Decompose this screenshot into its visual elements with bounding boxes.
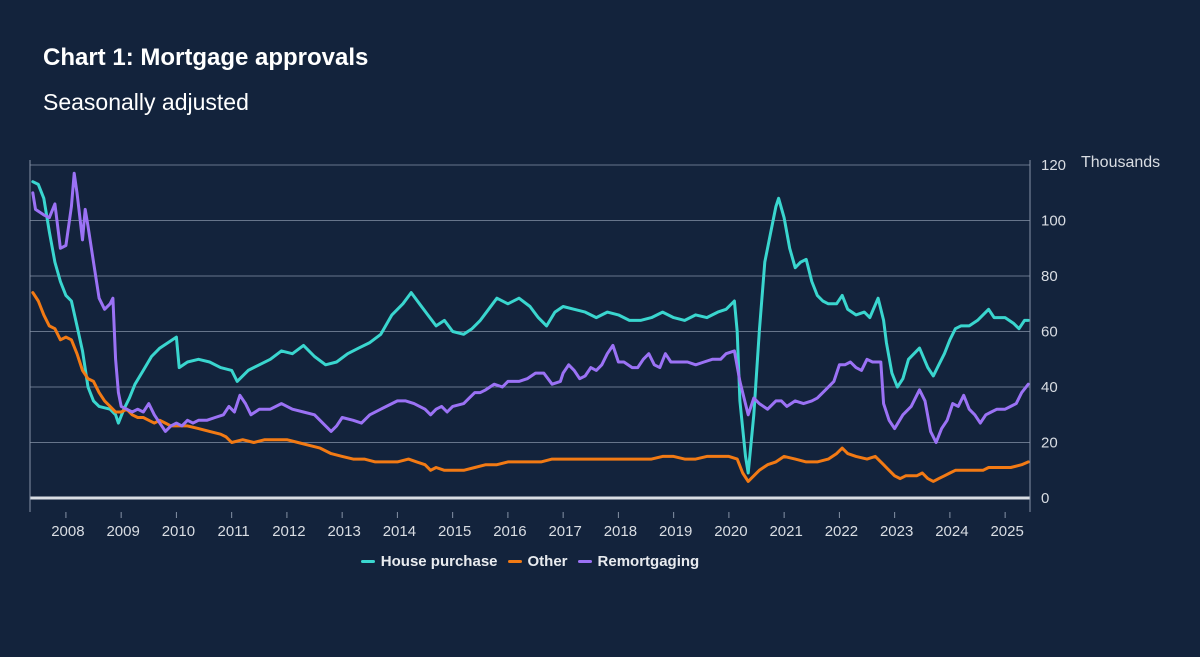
legend-label-remortgaging: Remortgaging <box>597 553 700 570</box>
x-tick-label: 2021 <box>769 523 802 540</box>
x-tick-label: 2024 <box>935 523 968 540</box>
series-line-other <box>31 291 1030 483</box>
axes: 0 20 40 60 80 100 120 Thousands 2008 2009 2010 2011… <box>29 154 1160 540</box>
y-tick-label: 20 <box>1041 435 1058 452</box>
x-tick-label: 2009 <box>106 523 139 540</box>
legend-swatch-other <box>507 560 522 563</box>
chart-subtitle: Seasonally adjusted <box>43 89 249 115</box>
x-tick-label: 2010 <box>162 523 195 540</box>
legend-label-house-purchase: House purchase <box>380 553 498 570</box>
legend-item-remortgaging[interactable]: Remortgaging <box>577 553 700 570</box>
chart-title: Chart 1: Mortgage approvals <box>43 44 369 71</box>
y-axis-unit-label: Thousands <box>1081 154 1160 171</box>
series-line-house-purchase <box>31 180 1030 475</box>
y-tick-label: 0 <box>1041 490 1049 507</box>
x-tick-label: 2012 <box>272 523 305 540</box>
y-tick-label: 80 <box>1041 268 1058 285</box>
legend-label-other: Other <box>527 553 568 570</box>
gridlines <box>30 164 1030 443</box>
x-tick-label: 2015 <box>438 523 471 540</box>
legend-item-house-purchase[interactable]: House purchase <box>360 553 498 570</box>
series-line-remortgaging <box>31 171 1030 444</box>
x-tick-label: 2017 <box>548 523 581 540</box>
x-tick-label: 2022 <box>825 523 858 540</box>
y-tick-label: 40 <box>1041 379 1058 396</box>
x-tick-label: 2011 <box>218 523 250 540</box>
y-tick-label: 100 <box>1041 213 1066 230</box>
y-tick-label: 60 <box>1041 324 1058 341</box>
x-tick-label: 2025 <box>990 523 1023 540</box>
legend: House purchase Other Remortgaging <box>0 553 1060 570</box>
y-tick-label: 120 <box>1041 157 1066 174</box>
x-tick-label: 2013 <box>327 523 360 540</box>
legend-swatch-house-purchase <box>360 560 375 563</box>
x-tick-label: 2023 <box>880 523 913 540</box>
legend-swatch-remortgaging <box>577 560 592 563</box>
series-lines <box>31 171 1030 483</box>
legend-item-other[interactable]: Other <box>507 553 568 570</box>
x-tick-label: 2014 <box>383 523 416 540</box>
x-tick-label: 2018 <box>604 523 637 540</box>
x-tick-label: 2008 <box>51 523 84 540</box>
x-tick-label: 2020 <box>714 523 747 540</box>
x-tick-label: 2016 <box>493 523 526 540</box>
x-tick-label: 2019 <box>659 523 692 540</box>
